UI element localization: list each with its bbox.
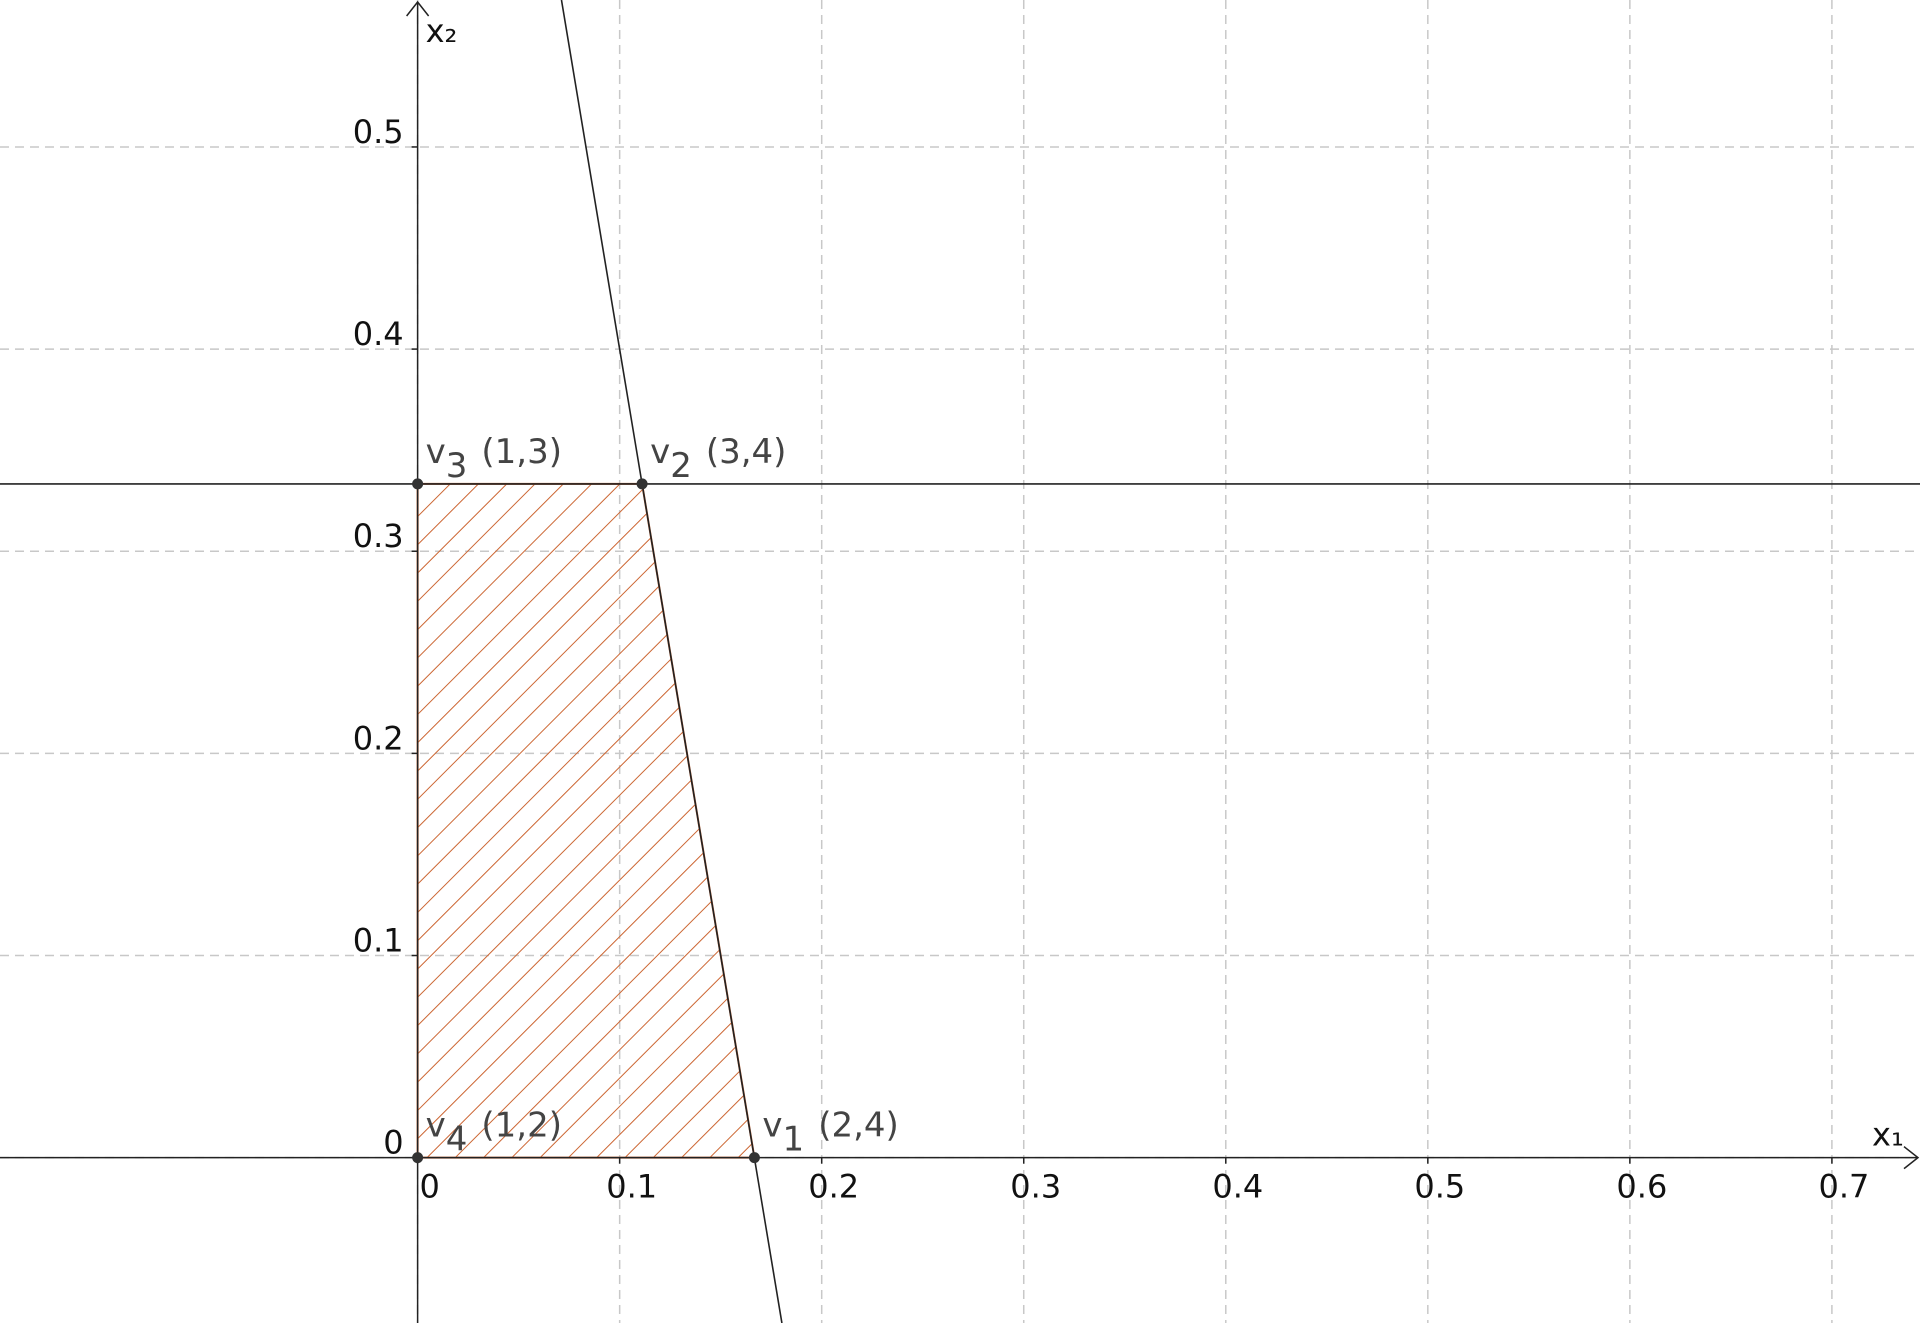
vertex-label: v3 (1,3)	[426, 432, 562, 486]
vertex-point	[748, 1152, 760, 1164]
x-axis-arrow	[1903, 1146, 1920, 1170]
y-axis-arrow	[406, 0, 430, 17]
vertex-label: v4 (1,2)	[426, 1106, 562, 1160]
y-tick-label: 0.4	[353, 315, 404, 353]
vertex-coords: (1,2)	[481, 1106, 562, 1146]
vertex-coords: (3,4)	[706, 432, 787, 472]
x-tick-label: 0.2	[808, 1168, 859, 1206]
feasible-region	[416, 482, 756, 1159]
x-tick-label: 0.6	[1616, 1168, 1667, 1206]
y-tick-label: 0.1	[353, 922, 404, 960]
y-axis-label: x₂	[426, 12, 458, 50]
x-tick-label: 0.3	[1010, 1168, 1061, 1206]
x-tick-label: 0.5	[1414, 1168, 1465, 1206]
vertex-coords: (1,3)	[481, 432, 562, 472]
vertex-label: v2 (3,4)	[650, 432, 786, 486]
vertex-label: v1 (2,4)	[762, 1106, 898, 1160]
y-tick-label: 0	[383, 1124, 403, 1162]
vertex-name: v	[650, 432, 670, 472]
y-tick-label: 0.2	[353, 719, 404, 757]
vertex-subscript: 1	[783, 1120, 805, 1160]
y-tick-label: 0.5	[353, 113, 404, 151]
constraint-line	[560, 0, 783, 1323]
x-tick-label: 0.7	[1818, 1168, 1869, 1206]
vertex-point	[412, 478, 424, 490]
vertex-subscript: 3	[446, 446, 468, 486]
vertex-subscript: 2	[670, 446, 692, 486]
vertex-point	[636, 478, 648, 490]
vertex-subscript: 4	[446, 1120, 468, 1160]
x-tick-label: 0.1	[606, 1168, 657, 1206]
x-tick-label: 0.4	[1212, 1168, 1263, 1206]
x-axis-label: x₁	[1872, 1116, 1904, 1154]
x-tick-label: 0	[419, 1168, 439, 1206]
vertex-name: v	[426, 1106, 446, 1146]
vertex-coords: (2,4)	[818, 1106, 899, 1146]
vertex-point	[412, 1152, 424, 1164]
vertex-name: v	[426, 432, 446, 472]
vertex-name: v	[762, 1106, 782, 1146]
y-tick-label: 0.3	[353, 517, 404, 555]
